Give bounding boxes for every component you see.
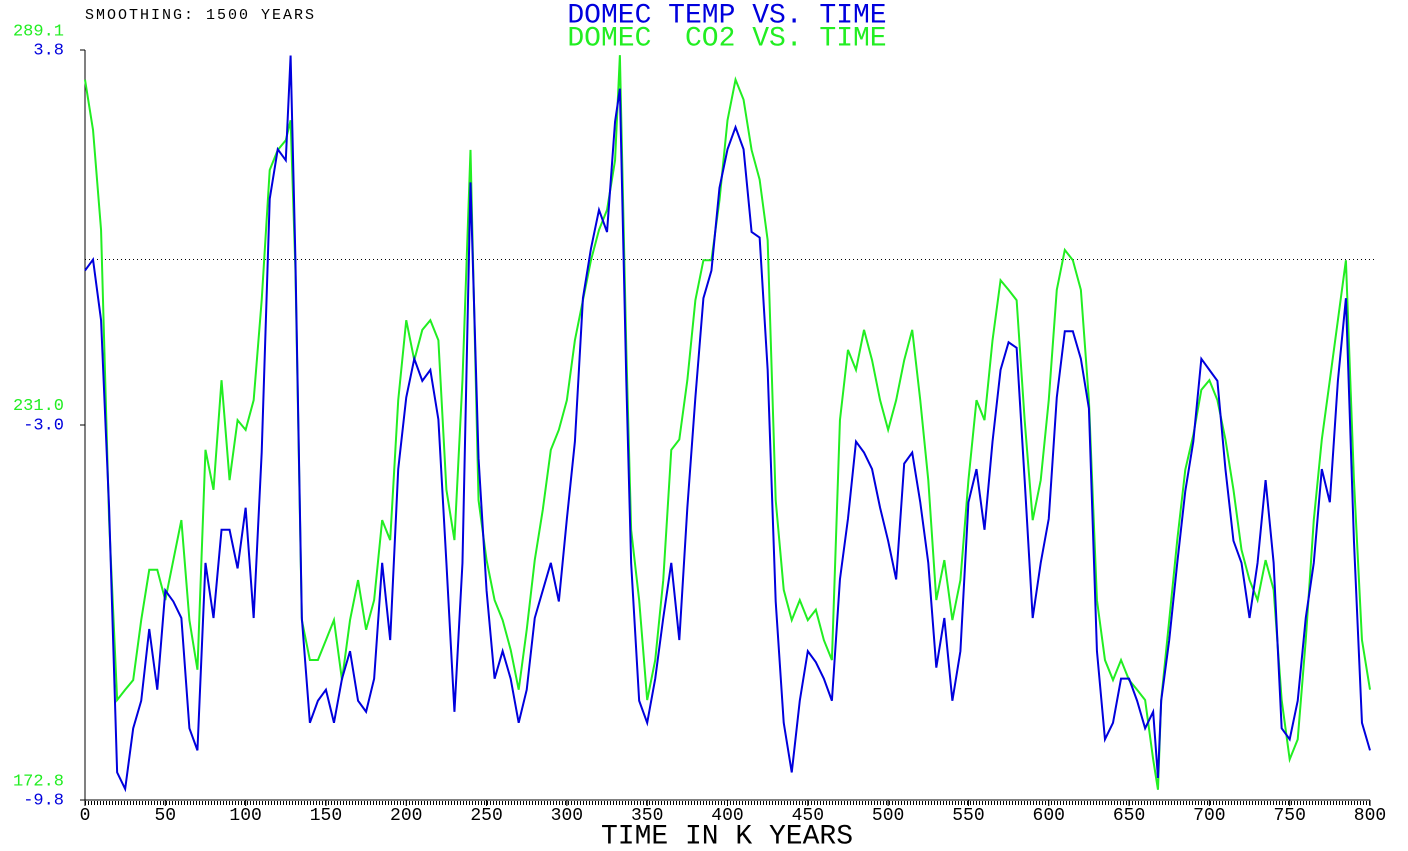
x-tick-label: 200 bbox=[390, 806, 422, 826]
series-line bbox=[84, 55, 1371, 790]
y2-tick-label: 231.0 bbox=[13, 397, 64, 416]
x-tick-label: 550 bbox=[952, 806, 984, 826]
y-tick-label: -3.0 bbox=[23, 416, 64, 435]
x-tick-label: 800 bbox=[1354, 806, 1386, 826]
y2-tick-label: 289.1 bbox=[13, 22, 64, 41]
y2-tick-label: 172.8 bbox=[13, 772, 64, 791]
x-tick-label: 600 bbox=[1033, 806, 1065, 826]
x-tick-label: 500 bbox=[872, 806, 904, 826]
x-tick-label: 0 bbox=[80, 806, 91, 826]
x-tick-label: 400 bbox=[711, 806, 743, 826]
series-title: DOMEC CO2 VS. TIME bbox=[567, 23, 886, 54]
x-tick-label: 150 bbox=[310, 806, 342, 826]
x-tick-label: 750 bbox=[1273, 806, 1305, 826]
x-tick-label: 450 bbox=[792, 806, 824, 826]
x-tick-label: 350 bbox=[631, 806, 663, 826]
y-tick-label: 3.8 bbox=[33, 41, 64, 60]
x-tick-label: 250 bbox=[470, 806, 502, 826]
x-axis-label: TIME IN K YEARS bbox=[601, 821, 853, 851]
x-tick-label: 300 bbox=[551, 806, 583, 826]
subtitle: SMOOTHING: 1500 YEARS bbox=[85, 7, 316, 24]
x-tick-label: 700 bbox=[1193, 806, 1225, 826]
y-tick-label: -9.8 bbox=[23, 791, 64, 810]
series-title: DOMEC TEMP VS. TIME bbox=[567, 0, 886, 31]
x-tick-label: 100 bbox=[229, 806, 261, 826]
series-line bbox=[84, 55, 1371, 793]
x-tick-label: 650 bbox=[1113, 806, 1145, 826]
x-tick-label: 50 bbox=[155, 806, 177, 826]
